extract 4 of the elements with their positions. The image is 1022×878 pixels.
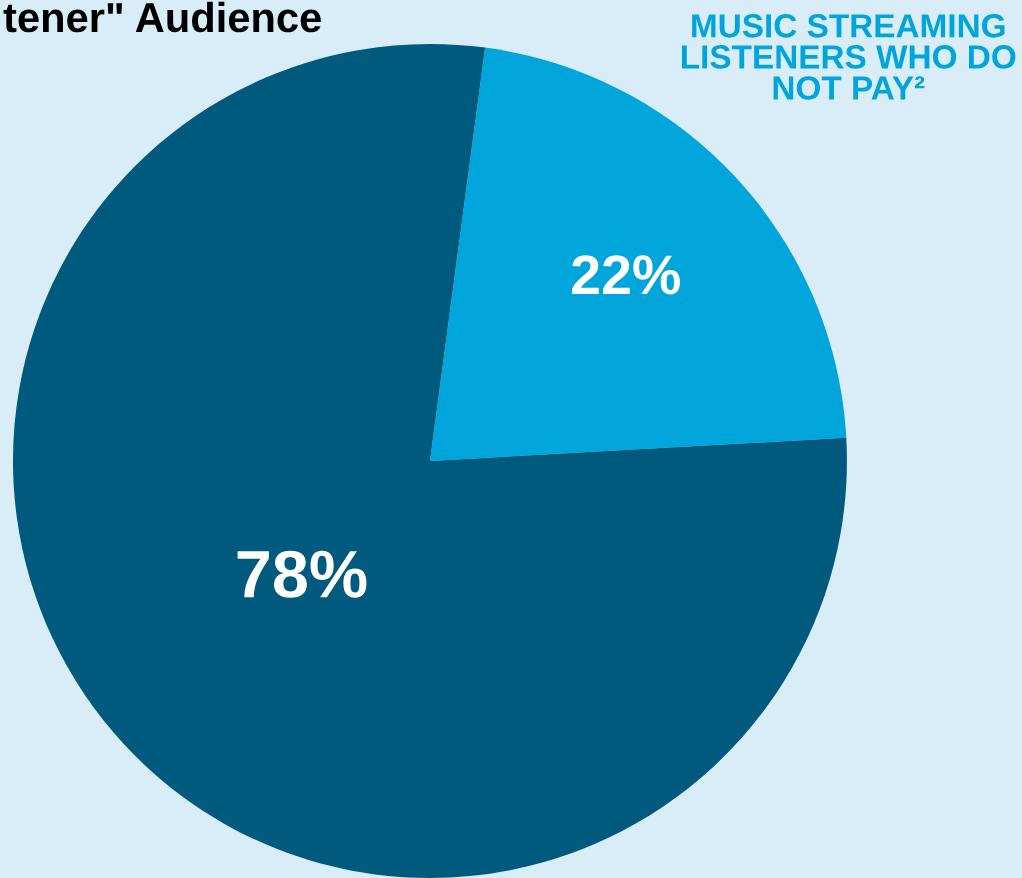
slice-label: MUSIC STREAMING LISTENERS WHO DO NOT PAY² (681, 14, 1016, 100)
data-label: 22% (572, 255, 680, 295)
chart-title: tener" Audience (3, 1, 321, 33)
data-label: 78% (237, 550, 367, 598)
